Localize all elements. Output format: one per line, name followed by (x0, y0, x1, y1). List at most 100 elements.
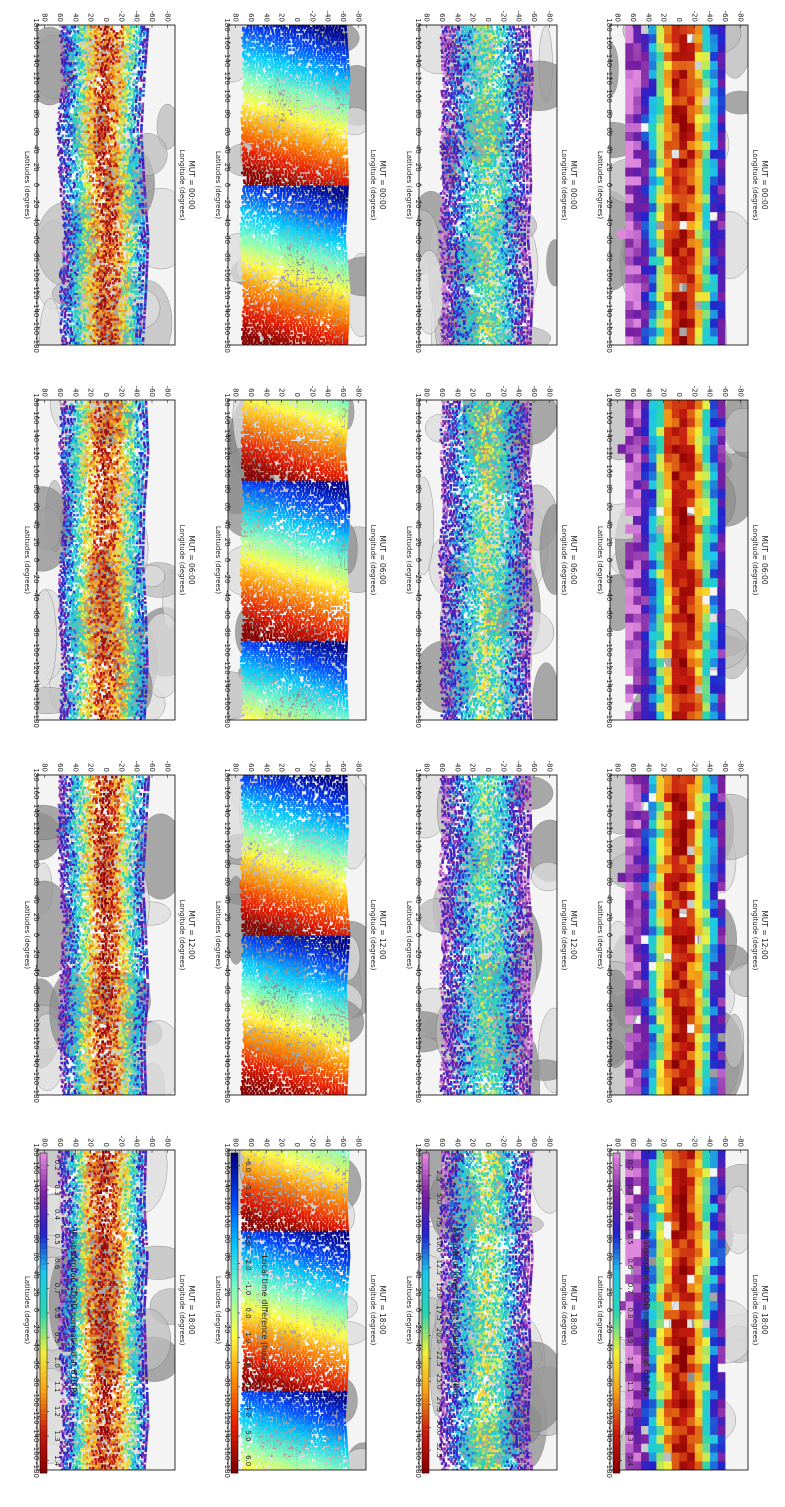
data-point (90, 34, 94, 37)
data-point (86, 260, 90, 264)
data-point (92, 168, 95, 172)
data-point (117, 716, 120, 720)
data-point (73, 676, 76, 679)
data-point (111, 158, 115, 161)
data-point (77, 586, 81, 589)
data-point (105, 175, 108, 178)
data-point (90, 661, 94, 664)
data-point (86, 652, 90, 656)
data-point (66, 241, 69, 244)
data-point (138, 646, 142, 649)
data-point (80, 708, 83, 711)
data-point (96, 28, 99, 31)
data-point (67, 224, 71, 227)
data-point (81, 667, 85, 671)
data-point (118, 279, 121, 283)
data-point (145, 211, 148, 214)
data-point (125, 678, 128, 681)
data-point (62, 682, 66, 685)
data-point (76, 207, 80, 210)
data-point (77, 66, 81, 69)
data-point (66, 614, 70, 617)
data-point (145, 650, 149, 653)
data-point (145, 260, 149, 264)
data-point (119, 181, 123, 185)
data-point (94, 40, 98, 44)
data-point (104, 64, 108, 67)
data-point (67, 36, 71, 40)
data-point (64, 215, 68, 219)
data-point (106, 228, 109, 232)
data-point (122, 181, 126, 185)
data-point (80, 659, 84, 662)
data-point (120, 627, 123, 630)
data-point (117, 179, 120, 182)
data-point (129, 586, 133, 589)
data-point (86, 98, 90, 101)
data-point (82, 686, 85, 690)
data-point (106, 104, 109, 108)
data-point (58, 627, 61, 630)
data-point (135, 188, 139, 191)
data-point (139, 222, 143, 225)
data-point (82, 92, 86, 95)
data-point (72, 104, 75, 108)
data-point (106, 330, 110, 334)
data-point (133, 612, 137, 615)
data-point (101, 100, 105, 104)
data-point (60, 66, 64, 69)
data-point (93, 584, 97, 587)
data-point (115, 47, 118, 50)
data-point (58, 573, 61, 577)
data-point (68, 697, 72, 700)
data-point (84, 279, 88, 283)
data-point (64, 213, 68, 217)
data-point (108, 200, 111, 204)
data-point (121, 656, 125, 660)
data-point (106, 28, 110, 31)
data-point (139, 326, 142, 330)
data-point (62, 55, 66, 59)
data-point (102, 224, 105, 227)
data-point (146, 663, 149, 666)
data-point (90, 341, 94, 345)
data-point (66, 239, 70, 242)
data-point (116, 318, 120, 321)
data-point (91, 228, 95, 232)
data-point (103, 580, 107, 583)
data-point (84, 36, 87, 40)
data-point (69, 637, 73, 641)
data-point (126, 209, 129, 212)
data-point (65, 703, 68, 707)
data-point (100, 629, 103, 632)
data-point (107, 79, 110, 82)
data-point (117, 588, 120, 592)
data-point (87, 138, 91, 142)
data-point (143, 309, 147, 313)
data-point (94, 222, 98, 225)
data-point (91, 55, 94, 59)
data-point (69, 326, 73, 330)
data-point (102, 641, 105, 645)
data-point (60, 622, 63, 626)
data-point (91, 211, 94, 214)
data-point (129, 659, 133, 662)
data-point (61, 102, 64, 106)
data-point (121, 247, 125, 251)
data-point (78, 81, 81, 84)
data-point (124, 284, 128, 287)
data-point (57, 151, 61, 155)
data-point (113, 228, 116, 232)
data-point (89, 72, 93, 76)
data-point (101, 605, 104, 609)
data-point (115, 213, 118, 217)
data-point (123, 77, 127, 80)
data-point (110, 28, 113, 31)
data-point (125, 656, 128, 660)
data-point (69, 588, 73, 592)
data-point (67, 676, 71, 679)
data-point (117, 635, 120, 639)
data-point (137, 62, 141, 65)
data-point (63, 296, 67, 300)
data-point (134, 599, 138, 602)
